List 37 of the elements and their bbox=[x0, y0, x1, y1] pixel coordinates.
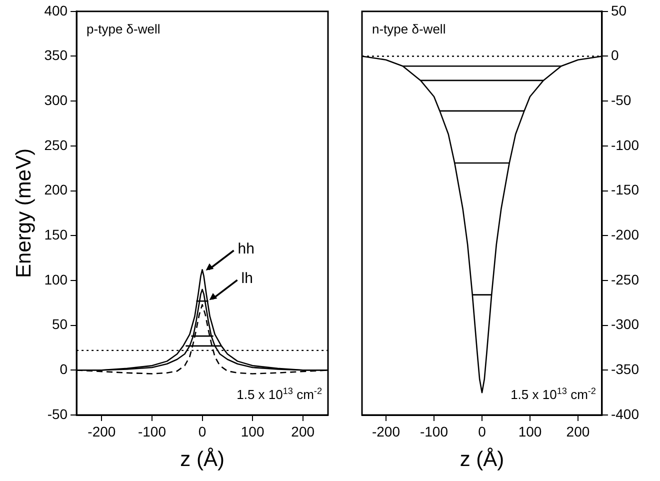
y-axis-title: Energy (meV) bbox=[12, 148, 36, 278]
x-tick-label: 0 bbox=[198, 423, 206, 440]
y-tick-label: 50 bbox=[52, 316, 68, 332]
y2-tick-label: -150 bbox=[610, 182, 640, 198]
y-tick-label: -50 bbox=[47, 406, 68, 422]
y-tick-label: 150 bbox=[44, 226, 68, 242]
y-tick-label: 400 bbox=[44, 2, 68, 18]
y2-tick-label: -300 bbox=[610, 316, 640, 332]
y-tick-label: 300 bbox=[44, 92, 68, 108]
annotation: n-type δ-well bbox=[372, 21, 446, 36]
y2-tick-label: -50 bbox=[610, 92, 632, 108]
x-tick-label: 200 bbox=[566, 423, 590, 440]
x-tick-label: -200 bbox=[372, 423, 400, 440]
x-axis-title: z (Å) bbox=[460, 447, 504, 472]
x-tick-label: -100 bbox=[138, 423, 166, 440]
y2-tick-label: -200 bbox=[610, 226, 640, 242]
y-tick-label: 250 bbox=[44, 136, 68, 153]
x-tick-label: -200 bbox=[88, 423, 116, 440]
x-tick-label: 200 bbox=[291, 423, 315, 440]
y2-tick-label: 0 bbox=[610, 47, 619, 64]
y2-tick-label: 50 bbox=[610, 2, 627, 18]
x-axis-title: z (Å) bbox=[180, 447, 224, 472]
y-tick-label: 350 bbox=[44, 47, 68, 64]
y2-tick-label: -350 bbox=[610, 361, 640, 378]
y-tick-label: 0 bbox=[60, 361, 68, 378]
y2-tick-label: -250 bbox=[610, 271, 640, 288]
y-tick-label: 100 bbox=[44, 271, 68, 288]
y2-tick-label: -100 bbox=[610, 136, 640, 153]
annotation: hh bbox=[238, 240, 254, 258]
annotation: lh bbox=[241, 270, 253, 288]
y-tick-label: 200 bbox=[44, 182, 68, 198]
y2-tick-label: -400 bbox=[610, 406, 640, 422]
x-tick-label: 0 bbox=[478, 423, 486, 440]
x-tick-label: -100 bbox=[420, 423, 448, 440]
annotation: p-type δ-well bbox=[86, 21, 160, 36]
x-tick-label: 100 bbox=[240, 423, 264, 440]
x-tick-label: 100 bbox=[518, 423, 542, 440]
